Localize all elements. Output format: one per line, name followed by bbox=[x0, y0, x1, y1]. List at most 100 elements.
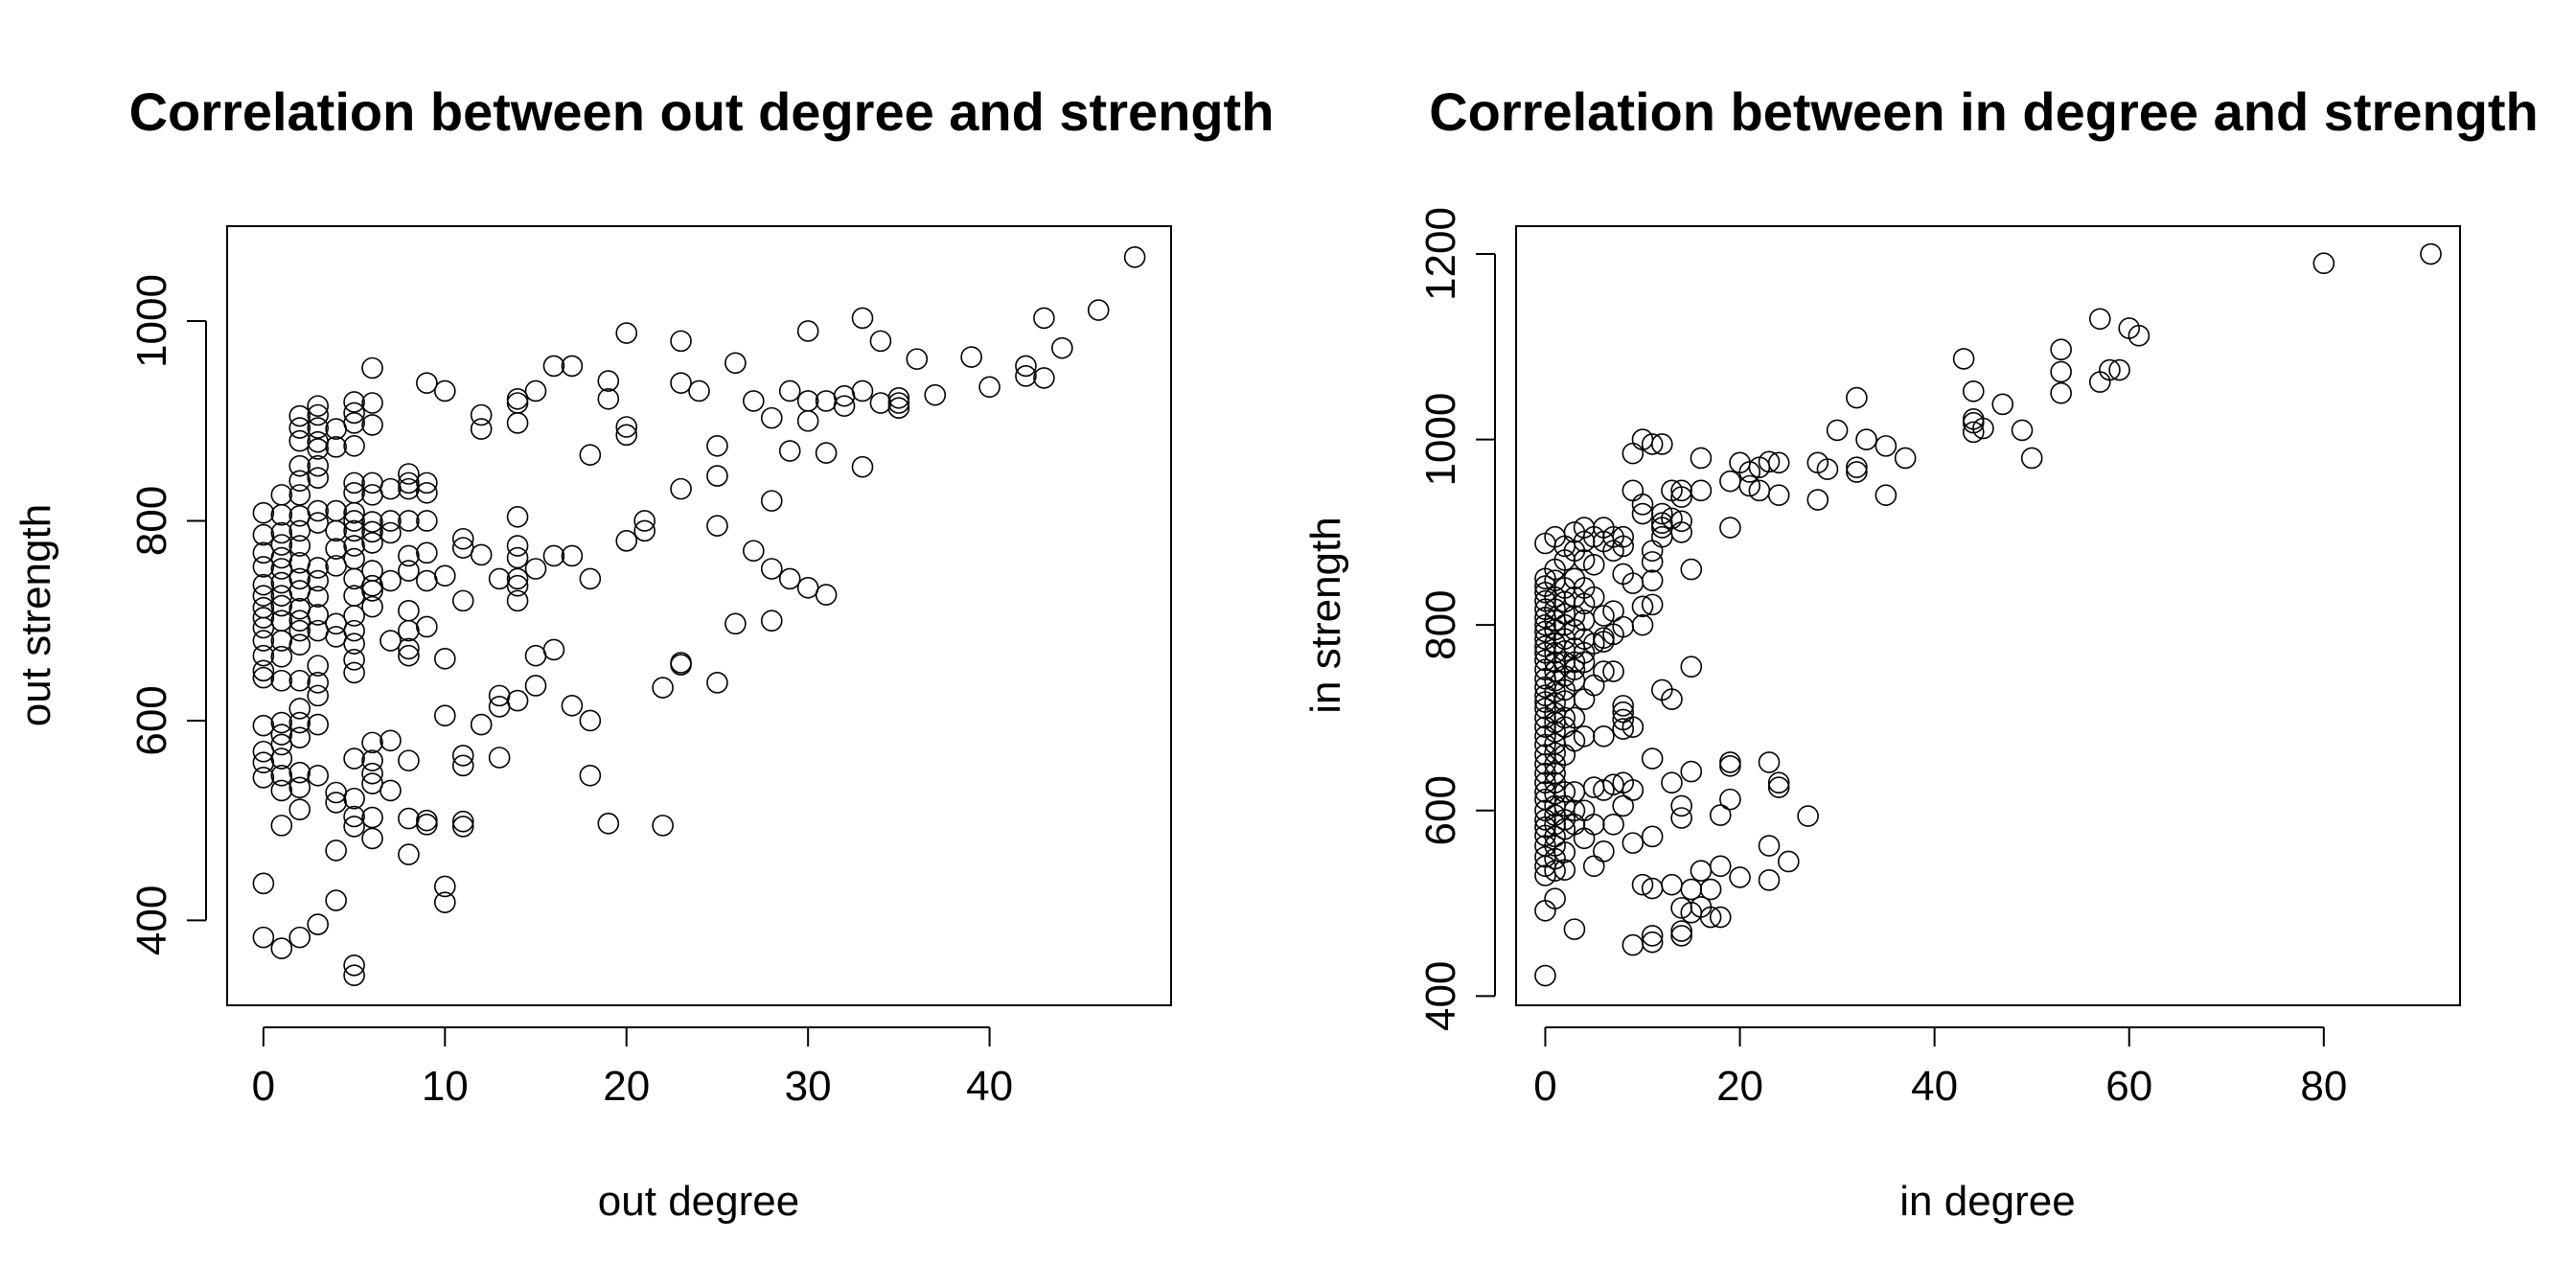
data-point bbox=[270, 534, 293, 556]
data-point bbox=[1573, 651, 1596, 674]
data-point bbox=[1729, 866, 1751, 888]
data-point bbox=[325, 418, 347, 440]
data-point bbox=[325, 792, 347, 814]
data-point bbox=[670, 652, 692, 674]
data-point bbox=[252, 523, 275, 546]
data-point bbox=[1670, 521, 1692, 543]
data-point bbox=[343, 748, 365, 770]
data-point bbox=[1593, 840, 1615, 862]
data-point bbox=[579, 444, 602, 466]
data-point bbox=[1855, 428, 1877, 450]
data-point bbox=[451, 589, 474, 612]
data-point bbox=[288, 429, 311, 452]
data-point bbox=[488, 696, 511, 718]
data-point bbox=[307, 764, 330, 787]
data-point bbox=[252, 751, 275, 774]
x-tick-label: 80 bbox=[2300, 1063, 2347, 1110]
data-point bbox=[1622, 716, 1644, 738]
data-point bbox=[1719, 788, 1741, 811]
data-point bbox=[1680, 760, 1703, 783]
data-point bbox=[1758, 450, 1781, 473]
data-point bbox=[1534, 899, 1556, 922]
data-point bbox=[343, 547, 365, 570]
data-point bbox=[343, 535, 365, 557]
data-point bbox=[343, 816, 365, 838]
data-point bbox=[343, 619, 365, 642]
data-point bbox=[1622, 933, 1644, 956]
data-point bbox=[307, 672, 330, 694]
data-point bbox=[1846, 456, 1868, 478]
data-point bbox=[1690, 447, 1713, 470]
data-point bbox=[325, 612, 347, 635]
data-point bbox=[361, 472, 383, 494]
data-point bbox=[398, 463, 420, 485]
y-axis-label: in strength bbox=[1302, 517, 1349, 713]
data-point bbox=[343, 412, 365, 434]
data-point bbox=[416, 541, 438, 564]
data-point bbox=[615, 322, 638, 344]
data-point bbox=[1709, 906, 1732, 929]
data-point bbox=[1719, 754, 1741, 777]
data-point bbox=[724, 612, 747, 635]
data-point bbox=[361, 520, 383, 543]
data-point bbox=[1680, 558, 1703, 581]
x-tick-label: 10 bbox=[422, 1063, 469, 1110]
data-point bbox=[343, 402, 365, 425]
data-point bbox=[1631, 494, 1654, 516]
data-point bbox=[1767, 451, 1790, 474]
data-point bbox=[1641, 931, 1664, 954]
data-point bbox=[2108, 358, 2130, 381]
data-point bbox=[361, 484, 383, 506]
data-point bbox=[1738, 474, 1761, 497]
data-point bbox=[1582, 855, 1605, 878]
y-axis: 400 600 800 1000 bbox=[128, 274, 207, 955]
data-point bbox=[851, 380, 874, 402]
data-point bbox=[343, 435, 365, 457]
data-point bbox=[1806, 489, 1829, 511]
y-tick-label: 800 bbox=[1417, 589, 1464, 659]
data-point bbox=[380, 510, 402, 532]
data-point bbox=[1602, 773, 1624, 795]
data-point bbox=[307, 913, 330, 935]
data-point bbox=[398, 544, 420, 567]
data-point bbox=[1631, 613, 1654, 636]
data-point bbox=[778, 380, 801, 402]
data-point bbox=[778, 567, 801, 590]
data-point bbox=[325, 519, 347, 542]
data-point bbox=[1544, 860, 1566, 882]
data-point bbox=[652, 815, 674, 837]
data-point bbox=[380, 630, 402, 652]
data-point bbox=[288, 567, 311, 590]
data-point bbox=[252, 644, 275, 667]
data-point bbox=[307, 467, 330, 489]
data-point bbox=[615, 424, 638, 447]
data-point bbox=[2050, 338, 2072, 361]
data-point bbox=[506, 689, 529, 712]
data-point bbox=[288, 484, 311, 506]
data-point bbox=[343, 510, 365, 532]
data-point bbox=[1593, 605, 1615, 627]
data-point bbox=[1593, 660, 1615, 682]
data-point bbox=[1553, 603, 1576, 625]
data-point bbox=[524, 675, 547, 697]
data-point bbox=[270, 521, 293, 544]
data-point bbox=[252, 872, 275, 895]
data-point bbox=[416, 510, 438, 532]
data-point bbox=[1573, 549, 1596, 571]
data-point bbox=[1991, 393, 2014, 416]
data-point bbox=[2099, 358, 2121, 381]
data-point bbox=[1690, 479, 1713, 502]
data-point bbox=[869, 330, 892, 353]
data-point bbox=[380, 477, 402, 500]
data-point bbox=[1670, 510, 1692, 533]
data-point bbox=[2050, 360, 2072, 383]
data-point bbox=[470, 403, 493, 426]
data-point bbox=[361, 762, 383, 785]
data-point bbox=[1602, 813, 1624, 836]
data-point bbox=[760, 610, 783, 632]
data-point bbox=[506, 392, 529, 414]
data-point bbox=[851, 307, 874, 330]
data-point bbox=[270, 546, 293, 569]
data-point bbox=[506, 506, 529, 528]
data-point bbox=[670, 330, 692, 353]
